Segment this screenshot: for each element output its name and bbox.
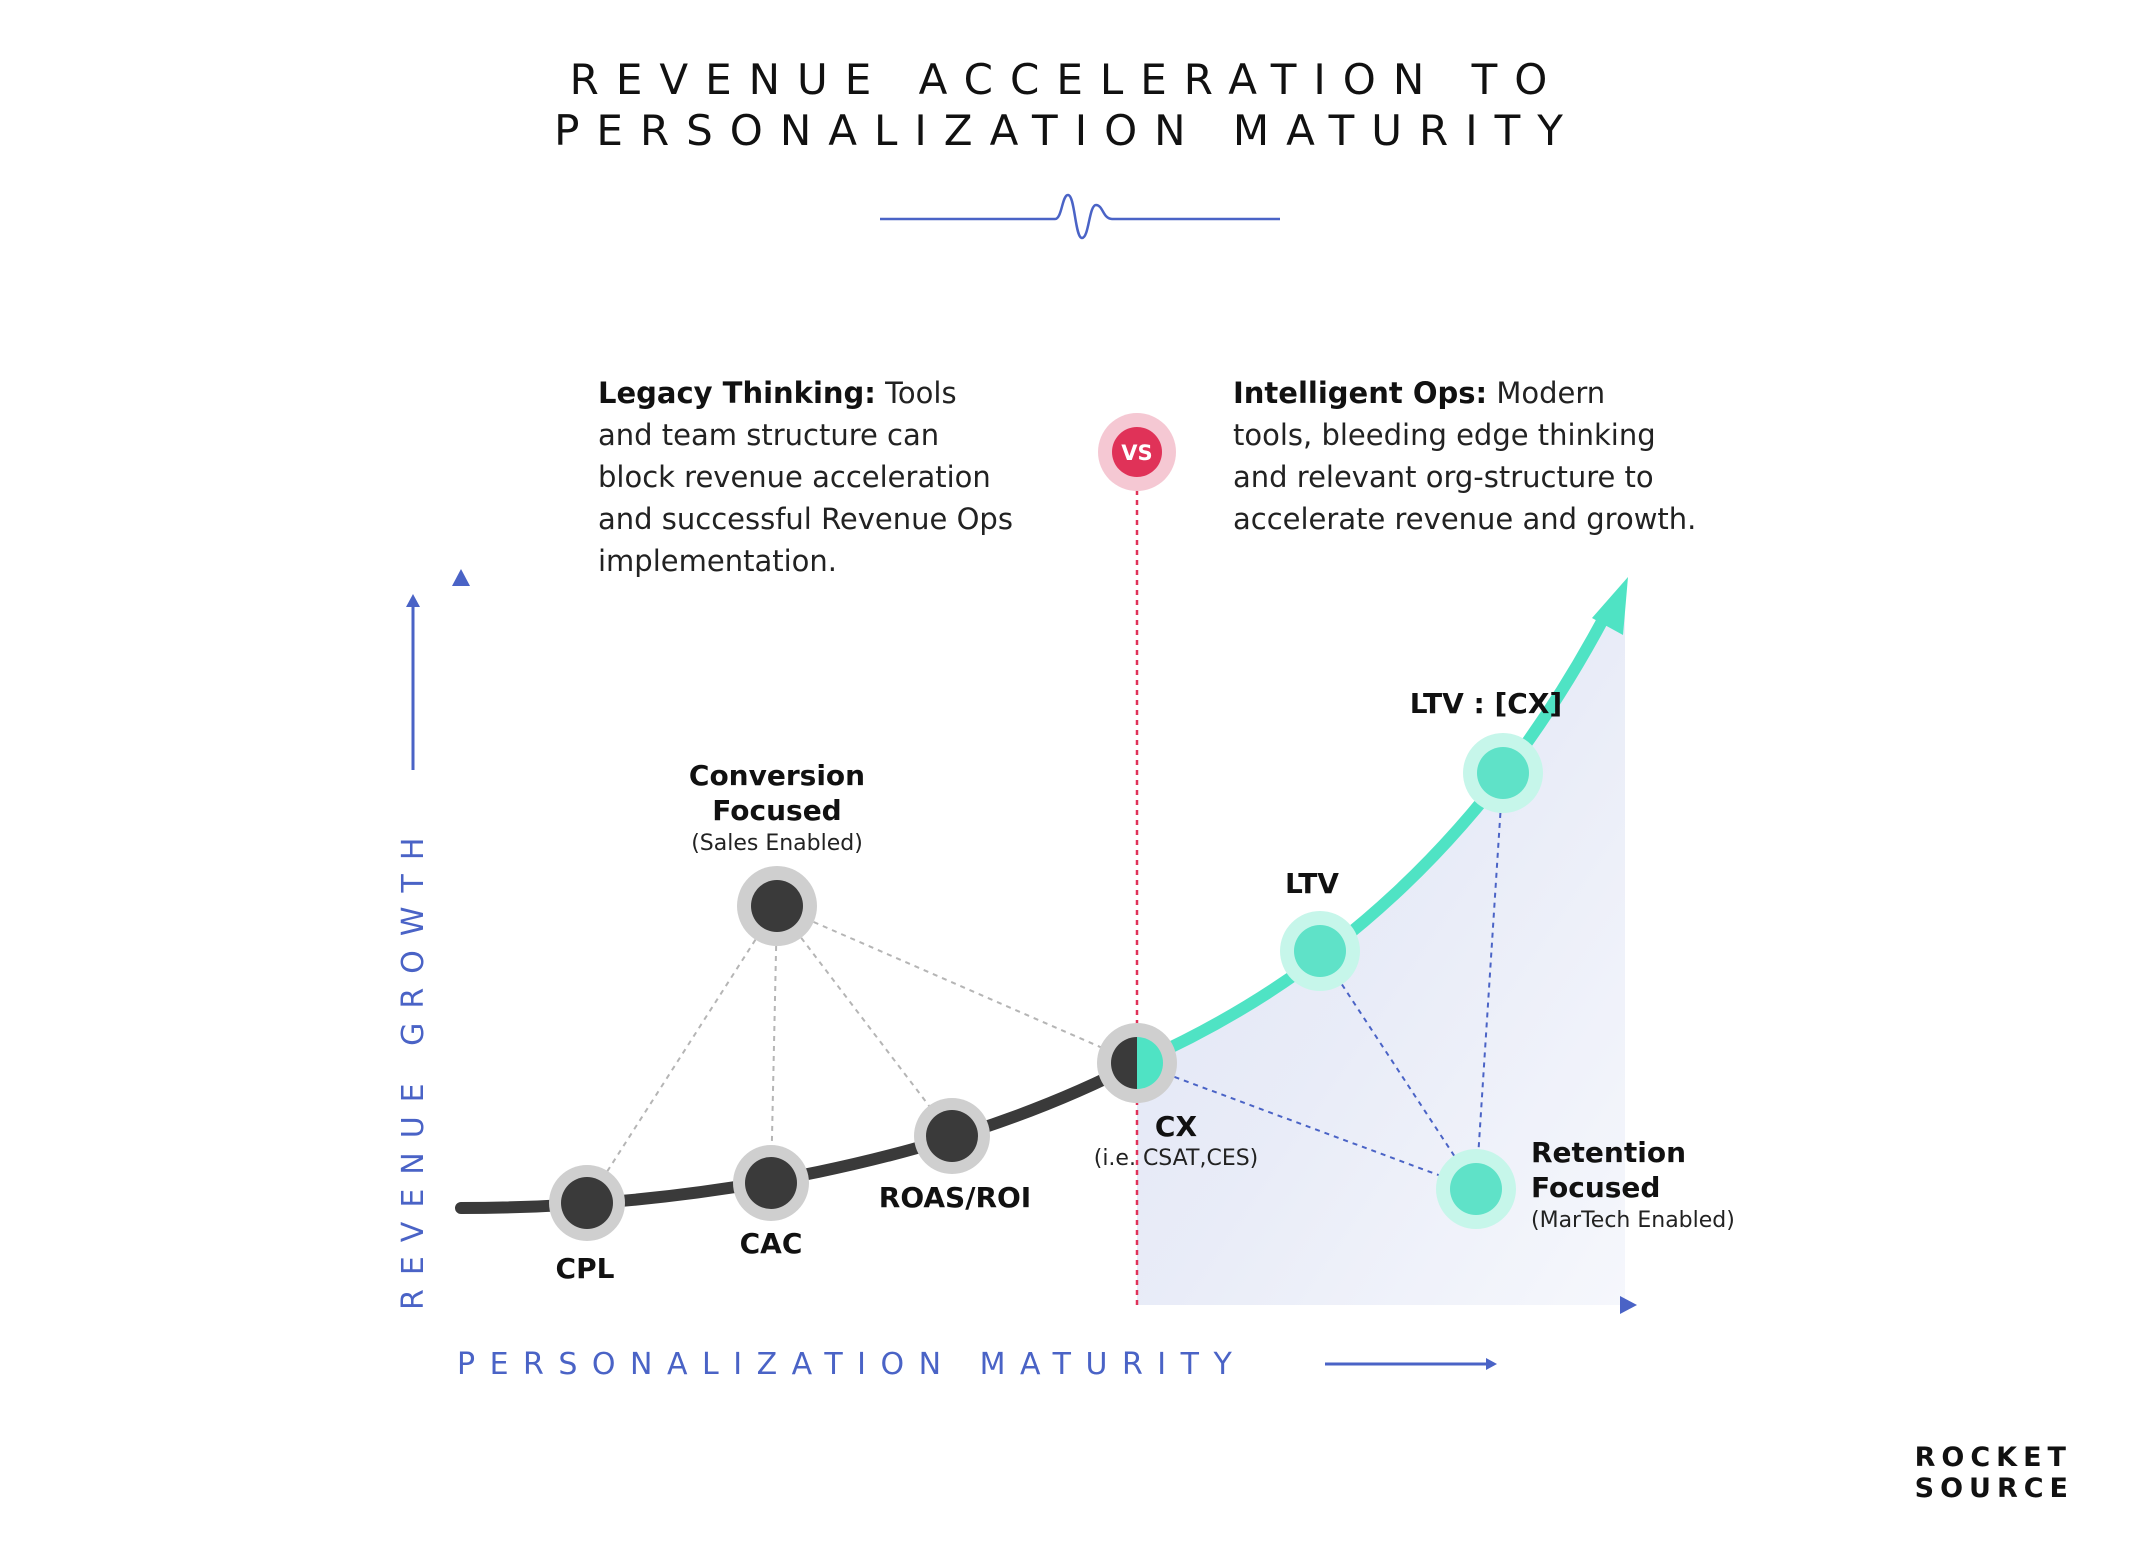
rocketsource-logo: ROCKET SOURCE bbox=[1915, 1442, 2074, 1504]
vs-badge bbox=[1112, 427, 1162, 477]
node-retention-focused bbox=[1436, 1149, 1516, 1229]
legacy-line-2: and team structure can bbox=[598, 418, 940, 452]
label-conversion-sub: (Sales Enabled) bbox=[691, 831, 863, 856]
label-cac: CAC bbox=[740, 1227, 803, 1260]
y-axis-arrowhead bbox=[452, 569, 470, 586]
intelligent-heading: Intelligent Ops: bbox=[1233, 376, 1488, 410]
x-axis-label: PERSONALIZATION MATURITY bbox=[457, 1347, 1246, 1382]
title-line-1: REVENUE ACCELERATION TO bbox=[569, 55, 1565, 104]
intelligent-ops-text: Intelligent Ops: Modern tools, bleeding … bbox=[1233, 372, 1696, 540]
logo-line-2: SOURCE bbox=[1914, 1473, 2074, 1504]
title-line-2: PERSONALIZATION MATURITY bbox=[554, 106, 1580, 155]
legacy-thinking-text: Legacy Thinking: Tools and team structur… bbox=[598, 372, 1013, 582]
legacy-line-1: Tools bbox=[885, 376, 957, 410]
legacy-line-4: and successful Revenue Ops bbox=[598, 502, 1013, 536]
node-ltv-cx bbox=[1463, 733, 1543, 813]
node-conversion-focused bbox=[737, 866, 817, 946]
intelligent-line-2: tools, bleeding edge thinking bbox=[1233, 418, 1656, 452]
label-conversion-line-2: Focused bbox=[712, 794, 841, 827]
diagram-title: REVENUE ACCELERATION TO PERSONALIZATION … bbox=[0, 54, 2134, 156]
label-ltv-cx: LTV : [CX] bbox=[1410, 687, 1562, 720]
label-cpl: CPL bbox=[556, 1252, 615, 1285]
y-axis-label-arrowhead bbox=[406, 594, 420, 607]
legacy-line-5: implementation. bbox=[598, 544, 837, 578]
node-cx bbox=[1097, 1023, 1177, 1103]
node-roas bbox=[914, 1098, 990, 1174]
legacy-heading: Legacy Thinking: bbox=[598, 376, 876, 410]
label-retention-sub: (MarTech Enabled) bbox=[1531, 1208, 1735, 1233]
label-conversion-line-1: Conversion bbox=[689, 759, 865, 792]
intelligent-line-3: and relevant org-structure to bbox=[1233, 460, 1654, 494]
label-cx-sub: (i.e. CSAT,CES) bbox=[1094, 1146, 1259, 1171]
growth-area-fill bbox=[1137, 585, 1625, 1305]
label-roas: ROAS/ROI bbox=[879, 1181, 1031, 1214]
label-retention-line-1: Retention bbox=[1531, 1136, 1686, 1169]
node-cpl bbox=[549, 1165, 625, 1241]
intelligent-line-1: Modern bbox=[1496, 376, 1606, 410]
conversion-connectors bbox=[586, 905, 1138, 1204]
vs-badge-label: VS bbox=[1121, 441, 1152, 465]
growth-curve-arrowhead bbox=[1592, 577, 1628, 635]
node-cac bbox=[733, 1145, 809, 1221]
logo-line-1: ROCKET bbox=[1914, 1442, 2072, 1473]
label-retention-line-2: Focused bbox=[1531, 1171, 1660, 1204]
title-wave-divider bbox=[880, 193, 1280, 240]
intelligent-growth-curve bbox=[1131, 604, 1614, 1069]
retention-connectors bbox=[1136, 772, 1504, 1190]
x-axis-label-arrowhead bbox=[1486, 1358, 1497, 1370]
label-cx: CX bbox=[1155, 1110, 1198, 1143]
legacy-line-3: block revenue acceleration bbox=[598, 460, 991, 494]
label-ltv: LTV bbox=[1285, 867, 1339, 900]
x-axis-arrowhead bbox=[1620, 1296, 1637, 1314]
intelligent-line-4: accelerate revenue and growth. bbox=[1233, 502, 1697, 536]
node-ltv bbox=[1280, 911, 1360, 991]
y-axis-label: REVENUE GROWTH bbox=[396, 824, 431, 1310]
